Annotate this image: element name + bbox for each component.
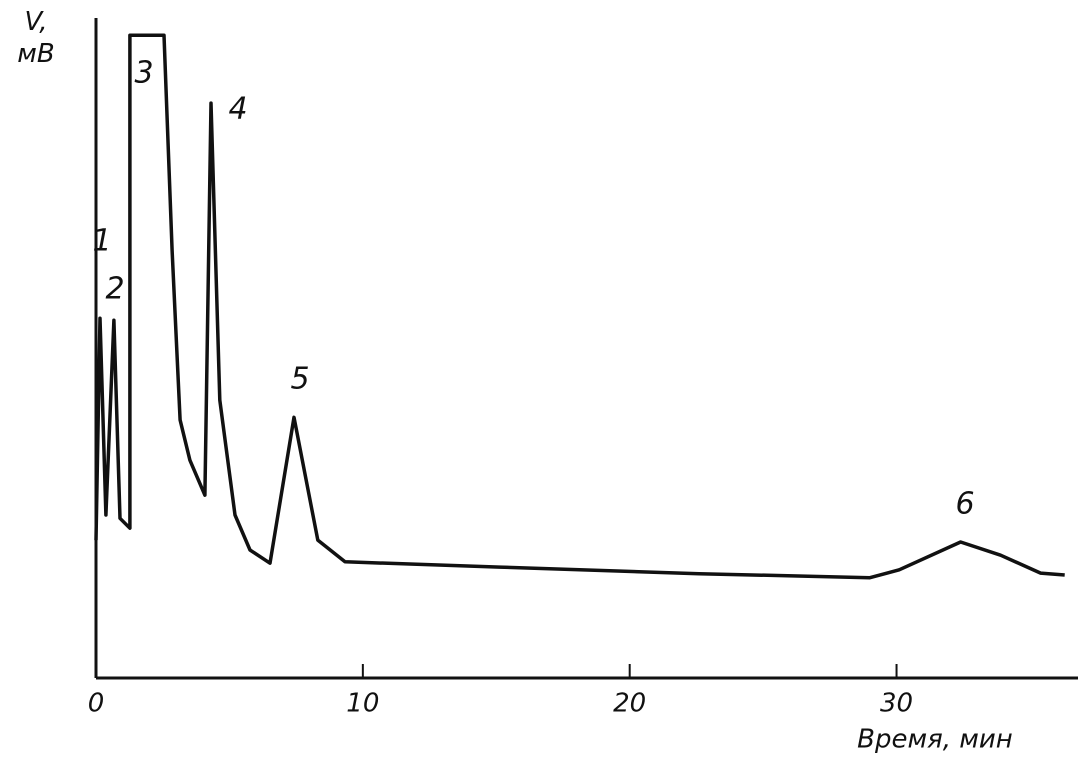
chromatogram-line (94, 33, 1065, 580)
peak-label: 6 (955, 487, 974, 522)
x-tick-label: 20 (613, 689, 646, 719)
x-axis-label: Время, мин (857, 725, 1013, 755)
peak-label: 5 (290, 362, 309, 397)
x-tick-label: 0 (88, 689, 105, 719)
peak-label: 1 (92, 224, 111, 259)
peak-label: 2 (105, 272, 124, 307)
x-tick-label: 10 (346, 689, 379, 719)
y-axis-label: V, мВ (17, 7, 55, 69)
x-tick-label: 30 (880, 689, 913, 719)
peak-label: 4 (228, 92, 247, 127)
peak-label: 3 (134, 56, 153, 91)
